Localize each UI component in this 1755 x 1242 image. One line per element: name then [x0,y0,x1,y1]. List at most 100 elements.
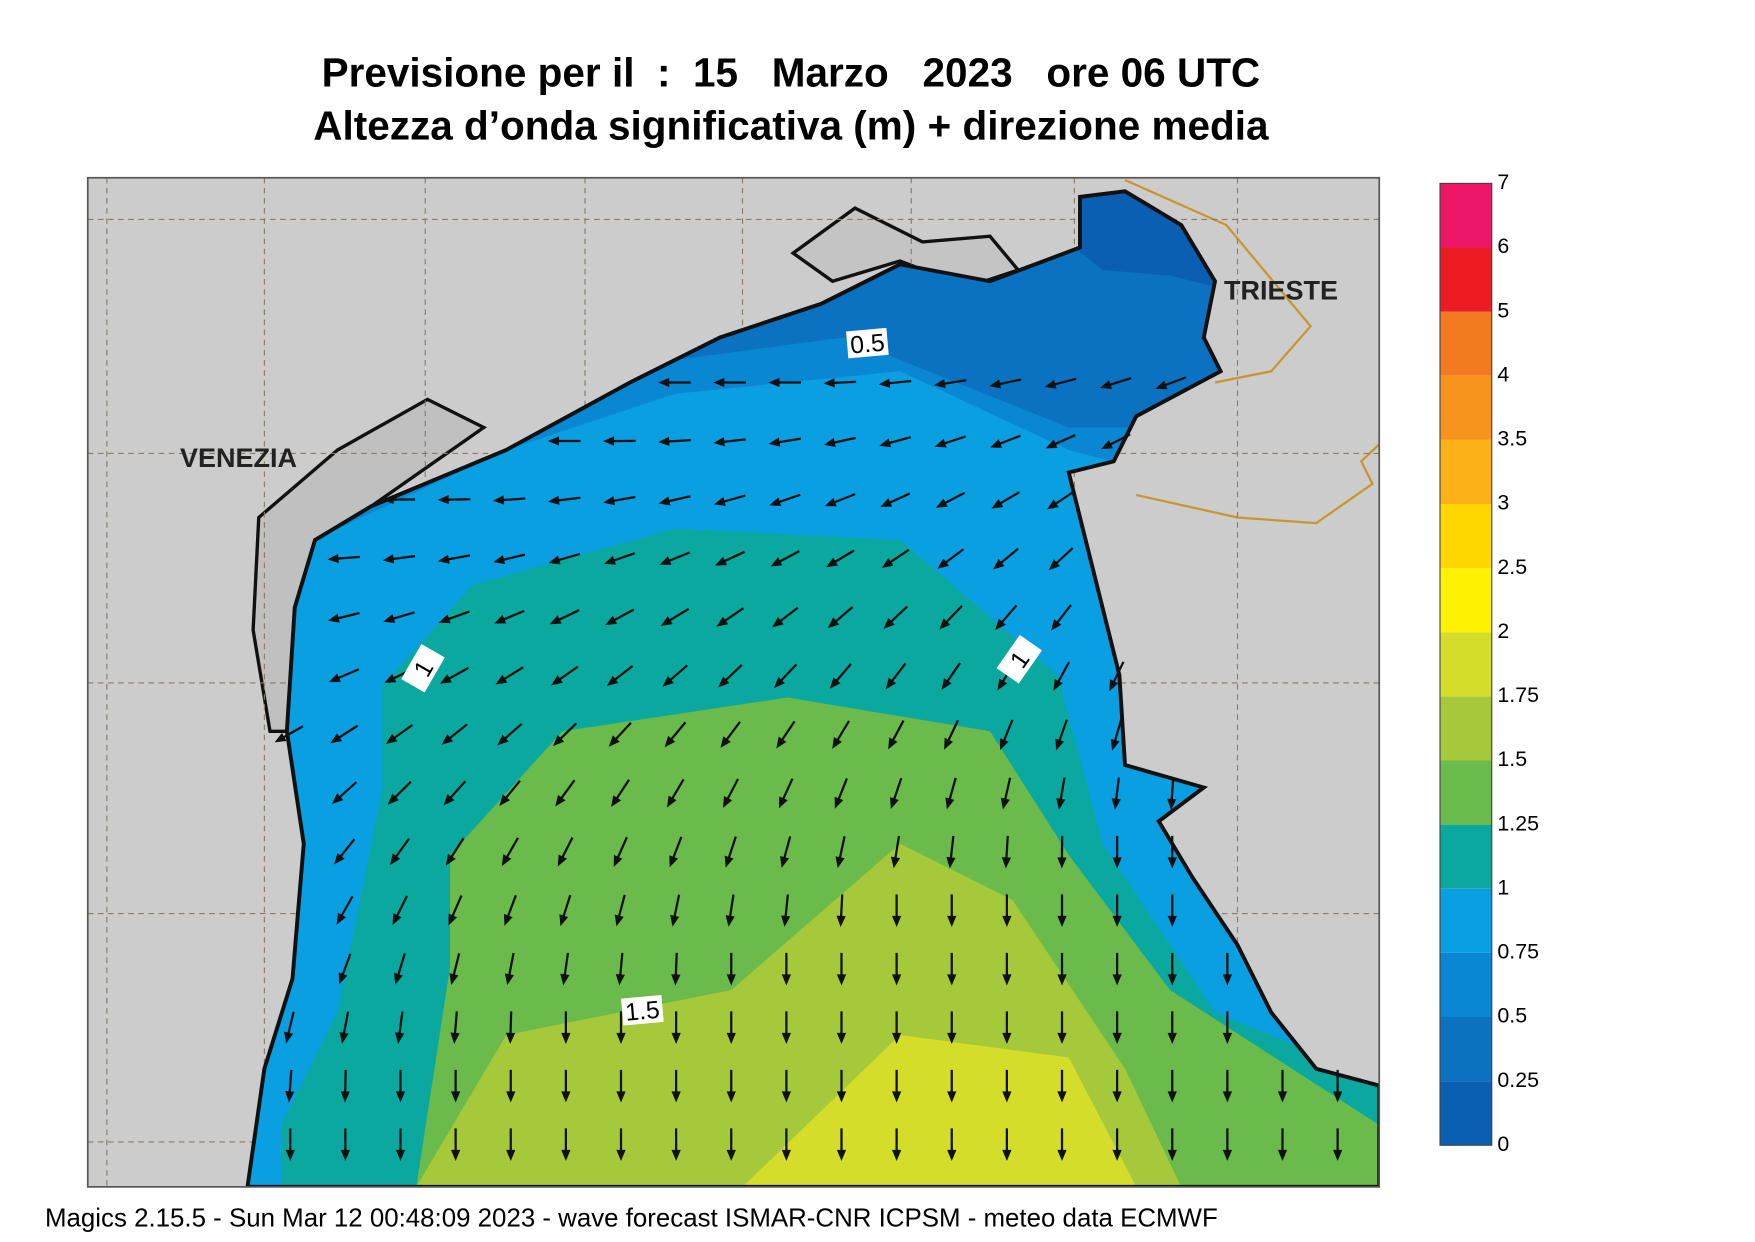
colorbar-swatch [1440,696,1492,761]
arrow-head [385,733,398,744]
arrow-head [1110,738,1120,751]
arrow-head [659,556,672,565]
arrow-head [883,617,895,629]
arrows [274,376,1343,1161]
place-label: VENEZIA [180,443,297,473]
arrow-head [993,558,1005,570]
arrow-head [387,793,399,805]
arrow-head [1001,857,1012,869]
arrow-head [834,796,844,809]
arrow-head [1332,1149,1343,1161]
arrow-head [774,676,786,689]
arrow-head [781,1091,792,1103]
arrow-head [1057,857,1067,869]
arrow-head [888,737,898,750]
arrow-head [1044,379,1057,389]
arrow-head [1002,915,1012,927]
arrow-head [338,972,348,985]
arrow-head [726,1032,736,1044]
arrow-head [891,1032,902,1044]
arrow-head [383,614,396,623]
arrow-head [492,495,505,505]
colorbar-swatch [1440,1081,1492,1146]
arrow-head [606,675,619,687]
arrow-head [494,614,507,624]
arrow-head [561,1032,571,1044]
colorbar-label: 3 [1497,491,1509,515]
colorbar-label: 1.25 [1497,811,1539,835]
arrow-head [614,914,624,927]
arrow-head [274,732,287,743]
arrow-head [561,1091,571,1103]
arrow-head [781,1032,792,1044]
arrow-head [658,377,670,388]
place-label: TRIESTE [1224,275,1338,305]
arrow-head [999,738,1009,751]
arrow-head [718,676,730,688]
arrow-head [616,1091,626,1103]
colorbar-swatch [1440,311,1492,376]
subtitle: Altezza d’onda significativa (m) + direz… [313,103,1269,149]
arrow-head [551,675,563,686]
arrow-head [1002,974,1012,986]
arrow-head [937,558,949,569]
arrow-head [395,1091,406,1103]
arrow-head [1002,1032,1012,1044]
arrow-head [658,436,670,447]
arrow-head [1167,857,1177,869]
arrow-head [449,973,459,985]
arrow-head [660,616,673,626]
arrow-head [768,437,781,447]
arrow-head [662,676,674,687]
arrow-head [664,735,676,748]
arrow-head [726,974,736,986]
arrow-head [716,616,729,627]
contour-label: 1 [401,643,445,693]
arrow-head [499,794,510,806]
arrow-head [879,438,892,448]
arrow-head [995,618,1006,631]
arrow-head [722,795,733,808]
arrow-head [437,554,450,564]
arrow-head [1056,798,1066,810]
arrow-head [823,378,835,388]
arrow-head [340,1149,351,1161]
arrow-head [772,617,784,628]
arrow-head [1222,1149,1233,1161]
arrow-head [1002,1091,1012,1103]
colorbar-swatch [1440,568,1492,633]
arrow-head [605,615,618,626]
arrow-head [450,1149,461,1161]
arrow-head [1111,798,1121,810]
arrow-head [1057,1149,1067,1161]
colorbar-label: 6 [1497,234,1509,258]
arrow-head [441,734,454,745]
arrow-head [506,1091,516,1103]
arrow-head [826,557,838,568]
arrow-head [781,974,792,986]
arrow-head [947,1149,957,1161]
contour-label-text: 1.5 [624,997,661,1027]
arrow-head [713,377,725,388]
arrow-head [935,498,948,508]
arrow-head [944,737,954,750]
arrow-head [829,677,841,689]
arrow-head [1222,1032,1233,1044]
arrow-head [781,1149,792,1161]
arrow-head [437,494,449,505]
arrow-head [945,797,955,810]
arrow-head [549,615,562,625]
colorbar-swatch [1440,760,1492,825]
arrow-head [1167,915,1177,927]
arrow-head [890,797,899,810]
arrow-head [1109,679,1119,692]
colorbar-label: 1.75 [1497,683,1539,707]
arrow-head [394,972,403,985]
colorbar-swatch [1440,632,1492,697]
arrow-head [890,856,901,869]
arrow-head [505,1032,516,1044]
arrow-head [603,496,615,506]
arrow-head [1112,1032,1122,1044]
arrow-head [836,974,847,986]
colorbar-label: 1.5 [1497,747,1527,771]
